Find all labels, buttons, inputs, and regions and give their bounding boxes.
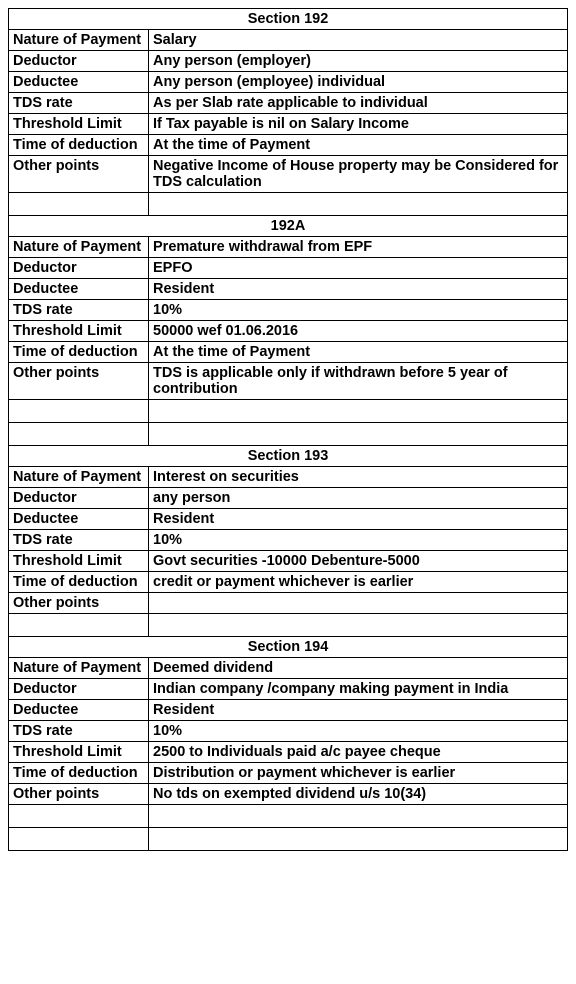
label-time: Time of deduction: [9, 135, 149, 156]
value-deductee: Any person (employee) individual: [149, 72, 568, 93]
value-threshold: Govt securities -10000 Debenture-5000: [149, 551, 568, 572]
value-deductor: any person: [149, 488, 568, 509]
value-nature: Premature withdrawal from EPF: [149, 237, 568, 258]
empty-cell: [149, 828, 568, 851]
empty-cell: [149, 423, 568, 446]
label-nature: Nature of Payment: [9, 658, 149, 679]
label-deductor: Deductor: [9, 51, 149, 72]
label-time: Time of deduction: [9, 342, 149, 363]
label-time: Time of deduction: [9, 572, 149, 593]
empty-cell: [9, 423, 149, 446]
section-header: 192A: [9, 216, 568, 237]
value-deductor: EPFO: [149, 258, 568, 279]
value-deductee: Resident: [149, 279, 568, 300]
label-tds-rate: TDS rate: [9, 300, 149, 321]
value-time: credit or payment whichever is earlier: [149, 572, 568, 593]
empty-cell: [149, 400, 568, 423]
label-deductor: Deductor: [9, 488, 149, 509]
value-tds-rate: 10%: [149, 530, 568, 551]
value-other: TDS is applicable only if withdrawn befo…: [149, 363, 568, 400]
value-nature: Interest on securities: [149, 467, 568, 488]
value-deductee: Resident: [149, 509, 568, 530]
label-deductor: Deductor: [9, 258, 149, 279]
label-threshold: Threshold Limit: [9, 742, 149, 763]
empty-cell: [9, 614, 149, 637]
empty-cell: [9, 805, 149, 828]
empty-cell: [9, 828, 149, 851]
section-header: Section 192: [9, 9, 568, 30]
value-time: At the time of Payment: [149, 135, 568, 156]
value-threshold: 2500 to Individuals paid a/c payee chequ…: [149, 742, 568, 763]
value-nature: Deemed dividend: [149, 658, 568, 679]
label-deductee: Deductee: [9, 509, 149, 530]
value-tds-rate: As per Slab rate applicable to individua…: [149, 93, 568, 114]
label-threshold: Threshold Limit: [9, 321, 149, 342]
label-other: Other points: [9, 784, 149, 805]
empty-cell: [9, 193, 149, 216]
value-other: Negative Income of House property may be…: [149, 156, 568, 193]
label-threshold: Threshold Limit: [9, 114, 149, 135]
label-deductee: Deductee: [9, 72, 149, 93]
empty-cell: [9, 400, 149, 423]
label-deductee: Deductee: [9, 279, 149, 300]
value-tds-rate: 10%: [149, 300, 568, 321]
label-time: Time of deduction: [9, 763, 149, 784]
label-tds-rate: TDS rate: [9, 721, 149, 742]
label-nature: Nature of Payment: [9, 467, 149, 488]
label-nature: Nature of Payment: [9, 30, 149, 51]
label-other: Other points: [9, 156, 149, 193]
value-tds-rate: 10%: [149, 721, 568, 742]
value-deductor: Any person (employer): [149, 51, 568, 72]
section-header: Section 193: [9, 446, 568, 467]
label-threshold: Threshold Limit: [9, 551, 149, 572]
empty-cell: [149, 193, 568, 216]
value-threshold: 50000 wef 01.06.2016: [149, 321, 568, 342]
label-other: Other points: [9, 593, 149, 614]
tds-sections-table: Section 192 Nature of Payment Salary Ded…: [8, 8, 568, 851]
value-other: [149, 593, 568, 614]
label-deductor: Deductor: [9, 679, 149, 700]
section-header: Section 194: [9, 637, 568, 658]
value-deductee: Resident: [149, 700, 568, 721]
value-time: At the time of Payment: [149, 342, 568, 363]
empty-cell: [149, 614, 568, 637]
label-other: Other points: [9, 363, 149, 400]
value-other: No tds on exempted dividend u/s 10(34): [149, 784, 568, 805]
value-time: Distribution or payment whichever is ear…: [149, 763, 568, 784]
empty-cell: [149, 805, 568, 828]
value-threshold: If Tax payable is nil on Salary Income: [149, 114, 568, 135]
value-nature: Salary: [149, 30, 568, 51]
label-tds-rate: TDS rate: [9, 530, 149, 551]
label-nature: Nature of Payment: [9, 237, 149, 258]
label-tds-rate: TDS rate: [9, 93, 149, 114]
label-deductee: Deductee: [9, 700, 149, 721]
value-deductor: Indian company /company making payment i…: [149, 679, 568, 700]
